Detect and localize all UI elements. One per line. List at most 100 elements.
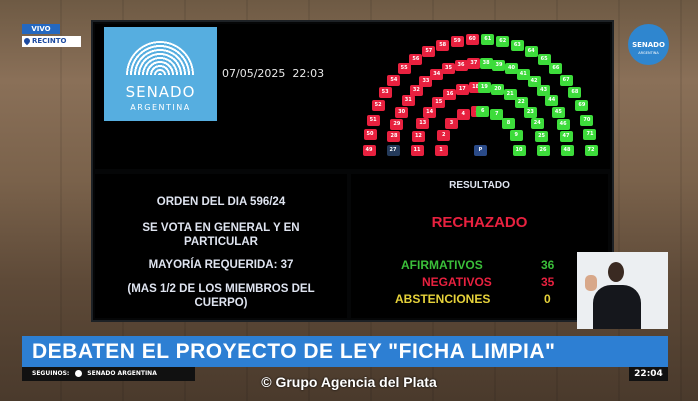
seat-40: 40 <box>504 63 518 75</box>
seat-3: 3 <box>444 117 458 129</box>
seat-60: 60 <box>465 33 479 45</box>
follow-handle: SENADO ARGENTINA <box>87 370 157 377</box>
seat-37: 37 <box>467 57 481 69</box>
seat-24: 24 <box>530 118 544 130</box>
seat-51: 51 <box>366 114 380 126</box>
seat-27: 27 <box>386 144 400 156</box>
seat-43: 43 <box>537 85 551 97</box>
majority-note-line2: CUERPO) <box>194 297 248 309</box>
location-label: RECINTO <box>32 37 67 45</box>
seat-19: 19 <box>477 81 491 93</box>
seat-46: 46 <box>556 118 570 130</box>
result-panel: RESULTADO RECHAZADO AFIRMATIVOS 36 NEGAT… <box>351 174 608 318</box>
seat-64: 64 <box>524 46 538 57</box>
result-status: RECHAZADO <box>431 214 528 231</box>
seat-61: 61 <box>481 33 495 45</box>
seat-50: 50 <box>363 129 377 141</box>
seat-4: 4 <box>456 109 470 121</box>
headline-banner: DEBATEN EL PROYECTO DE LEY "FICHA LIMPIA… <box>22 336 668 367</box>
seat-6: 6 <box>476 105 490 117</box>
seat-28: 28 <box>387 131 401 143</box>
seat-54: 54 <box>387 74 401 86</box>
seat-31: 31 <box>401 95 415 107</box>
interpreter-head <box>608 262 624 282</box>
channel-logo-text: SENADO <box>632 41 665 49</box>
seat-12: 12 <box>411 131 425 143</box>
logo-title: SENADO <box>125 83 196 101</box>
seat-26: 26 <box>536 144 550 156</box>
watermark: © Grupo Agencia del Plata <box>261 374 437 390</box>
vote-type-line2: PARTICULAR <box>184 236 258 248</box>
seat-11: 11 <box>410 144 424 156</box>
seat-71: 71 <box>583 129 597 141</box>
channel-logo-subtext: ARGENTINA <box>638 51 659 55</box>
vote-info-panel: ORDEN DEL DIA 596/24 SE VOTA EN GENERAL … <box>95 174 347 318</box>
senado-logo: SENADO ARGENTINA <box>104 27 217 121</box>
live-tag: VIVO <box>22 24 60 34</box>
seat-8: 8 <box>502 117 516 129</box>
dome-icon <box>126 41 194 75</box>
seat-66: 66 <box>549 63 563 75</box>
seat-7: 7 <box>490 109 504 121</box>
required-majority: MAYORÍA REQUERIDA: 37 <box>148 259 294 271</box>
affirmative-count: 36 <box>541 258 555 272</box>
seat-15: 15 <box>432 96 446 108</box>
broadcast-time: 22:04 <box>629 367 668 381</box>
seat-23: 23 <box>523 106 537 118</box>
seat-25: 25 <box>535 131 549 143</box>
location-pin-icon <box>22 36 32 46</box>
seat-41: 41 <box>516 69 530 80</box>
seat-2: 2 <box>437 130 451 142</box>
seat-29: 29 <box>390 118 404 130</box>
location-tag: RECINTO <box>22 36 81 47</box>
social-icon <box>75 370 83 377</box>
seat-57: 57 <box>422 46 436 57</box>
seat-49: 49 <box>362 144 376 156</box>
seat-21: 21 <box>503 89 517 101</box>
vote-datetime: 07/05/2025 22:03 <box>222 67 325 80</box>
seat-39: 39 <box>492 59 506 71</box>
president-seat: P <box>474 145 487 156</box>
seat-35: 35 <box>442 63 456 75</box>
interpreter-hand <box>585 275 597 291</box>
seat-48: 48 <box>560 144 574 156</box>
seat-30: 30 <box>395 106 409 118</box>
negative-count: 35 <box>541 275 555 289</box>
seat-63: 63 <box>510 39 524 51</box>
seat-47: 47 <box>559 131 573 143</box>
majority-note-line1: (MAS 1/2 DE LOS MIEMBROS DEL <box>127 283 315 295</box>
seat-16: 16 <box>443 89 457 101</box>
negative-label: NEGATIVOS <box>422 275 492 289</box>
abstention-label: ABSTENCIONES <box>395 292 491 306</box>
senado-channel-logo: SENADO ARGENTINA <box>628 24 669 65</box>
seat-58: 58 <box>436 39 450 51</box>
order-of-day: ORDEN DEL DIA 596/24 <box>156 196 286 208</box>
seat-33: 33 <box>419 76 433 88</box>
seat-14: 14 <box>423 106 437 118</box>
seat-45: 45 <box>551 106 565 118</box>
vote-type-line1: SE VOTA EN GENERAL Y EN <box>142 222 300 234</box>
seat-65: 65 <box>537 53 551 65</box>
seat-44: 44 <box>545 95 559 107</box>
seat-59: 59 <box>450 35 464 47</box>
seat-22: 22 <box>514 96 528 108</box>
seat-52: 52 <box>371 100 385 112</box>
interpreter-body <box>593 285 641 329</box>
seat-67: 67 <box>559 74 573 86</box>
seat-17: 17 <box>455 84 469 96</box>
seat-34: 34 <box>430 69 444 80</box>
seat-56: 56 <box>409 53 423 65</box>
seat-9: 9 <box>509 130 523 142</box>
seat-42: 42 <box>527 76 541 88</box>
seat-38: 38 <box>479 57 493 69</box>
follow-label: SEGUINOS: <box>32 370 70 377</box>
logo-subtitle: ARGENTINA <box>130 103 191 112</box>
seat-68: 68 <box>568 86 582 98</box>
seat-55: 55 <box>397 63 411 75</box>
seat-53: 53 <box>378 86 392 98</box>
seat-32: 32 <box>409 85 423 97</box>
result-header: RESULTADO <box>449 180 510 191</box>
seat-69: 69 <box>575 100 589 112</box>
seat-18: 18 <box>469 81 483 93</box>
seat-1: 1 <box>434 144 448 156</box>
